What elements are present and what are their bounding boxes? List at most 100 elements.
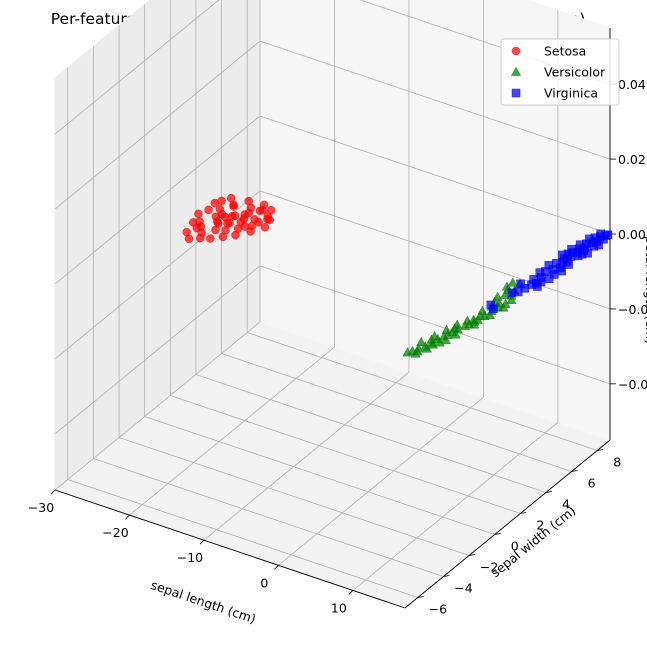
y-tick-label: −4 xyxy=(454,581,472,596)
grid-line-x xyxy=(278,397,484,566)
legend-label-setosa: Setosa xyxy=(544,44,586,59)
grid-line-x xyxy=(203,371,410,541)
z-tick-label: 0.04 xyxy=(618,77,646,92)
legend-label-versicolor: Versicolor xyxy=(544,65,606,80)
data-point-virginica xyxy=(544,260,554,270)
x-tick-mark xyxy=(125,514,130,520)
grid-line-z xyxy=(54,265,261,435)
legend-box xyxy=(500,38,620,106)
x-tick-mark xyxy=(50,489,56,495)
grid-line-y xyxy=(118,437,470,556)
x-tick-mark xyxy=(199,539,205,545)
grid-line-z xyxy=(259,40,611,160)
data-point-versicolor xyxy=(441,324,452,334)
y-tick-mark xyxy=(417,596,424,598)
x-axis-line xyxy=(54,489,406,609)
data-point-setosa xyxy=(194,209,203,219)
data-points xyxy=(182,193,613,358)
z-tick-label: −0.02 xyxy=(618,302,647,317)
data-point-versicolor xyxy=(450,329,461,339)
y-tick-label: 8 xyxy=(613,455,621,470)
data-point-versicolor xyxy=(426,334,437,344)
grid-line-z xyxy=(54,40,261,210)
data-point-virginica xyxy=(535,268,545,277)
grid-line-x xyxy=(352,422,559,591)
y-tick-mark xyxy=(443,575,450,577)
x-axis-label: sepal length (cm) xyxy=(149,577,258,626)
x-tick-label: 10 xyxy=(331,600,347,615)
data-point-versicolor xyxy=(449,323,460,333)
data-point-versicolor xyxy=(421,343,433,353)
data-point-versicolor xyxy=(501,281,512,291)
data-point-setosa xyxy=(206,234,215,243)
y-tick-label: −2 xyxy=(480,560,498,575)
grid-line-z xyxy=(259,265,611,385)
data-point-versicolor xyxy=(410,348,421,358)
data-point-virginica xyxy=(594,240,603,250)
data-point-setosa xyxy=(204,205,213,215)
grid-lines xyxy=(54,0,611,598)
data-point-setosa xyxy=(240,222,250,231)
data-point-setosa xyxy=(196,222,206,231)
grid-line-z xyxy=(259,190,611,310)
data-point-versicolor xyxy=(440,334,451,345)
data-point-setosa xyxy=(213,217,222,226)
data-point-setosa xyxy=(217,196,226,206)
data-point-versicolor xyxy=(500,289,511,299)
x-tick-mark xyxy=(348,590,354,595)
grid-line-x xyxy=(54,321,261,491)
grid-line-y xyxy=(93,458,444,577)
grid-line-y xyxy=(144,416,495,535)
y-tick-mark xyxy=(520,512,527,514)
y-tick-label: 6 xyxy=(588,476,596,491)
axis-panes xyxy=(53,0,612,609)
data-point-versicolor xyxy=(416,336,427,347)
data-point-setosa xyxy=(260,223,270,232)
x-tick-label: −20 xyxy=(102,525,128,540)
data-point-virginica xyxy=(544,274,554,283)
y-tick-mark xyxy=(468,554,476,556)
grid-line-y xyxy=(195,374,547,493)
x-tick-mark xyxy=(274,565,279,570)
data-point-setosa xyxy=(265,215,274,225)
data-point-virginica xyxy=(557,266,566,276)
data-point-virginica xyxy=(564,260,573,269)
legend-marker-versicolor xyxy=(510,66,522,76)
legend-marker-setosa xyxy=(511,46,521,56)
data-point-virginica xyxy=(563,249,573,259)
y-tick-mark xyxy=(494,533,501,535)
legend-marker-virginica xyxy=(511,88,521,98)
data-point-virginica xyxy=(603,230,613,240)
data-point-versicolor xyxy=(477,305,488,315)
grid-line-y xyxy=(67,479,418,598)
z-tick-label: −0.04 xyxy=(618,377,647,392)
grid-line-y xyxy=(247,332,598,451)
data-point-versicolor xyxy=(484,309,496,319)
data-point-setosa xyxy=(258,206,267,215)
legend: Setosa Versicolor Virginica xyxy=(500,38,620,106)
z-axis-label: petal length (cm) xyxy=(643,236,647,344)
grid-line-z xyxy=(54,0,220,135)
y-tick-label: −6 xyxy=(429,602,447,617)
data-point-versicolor xyxy=(507,277,518,287)
x-tick-label: −10 xyxy=(177,550,203,565)
y-tick-label: 0 xyxy=(511,539,519,554)
data-point-versicolor xyxy=(498,302,509,312)
data-point-virginica xyxy=(583,248,592,258)
x-tick-label: −30 xyxy=(28,500,54,515)
grid-line-z xyxy=(259,115,611,235)
data-point-setosa xyxy=(196,233,205,243)
y-tick-mark xyxy=(571,470,578,472)
data-point-setosa xyxy=(239,214,249,224)
data-point-virginica xyxy=(532,278,541,288)
grid-line-y xyxy=(170,395,521,514)
data-point-versicolor xyxy=(469,319,480,329)
data-point-setosa xyxy=(229,200,238,210)
grid-line-y xyxy=(221,353,572,472)
data-point-virginica xyxy=(489,304,498,314)
data-point-setosa xyxy=(231,230,240,240)
data-point-setosa xyxy=(246,227,255,236)
grid-line-z xyxy=(54,115,261,285)
y-axis-line xyxy=(404,439,611,609)
